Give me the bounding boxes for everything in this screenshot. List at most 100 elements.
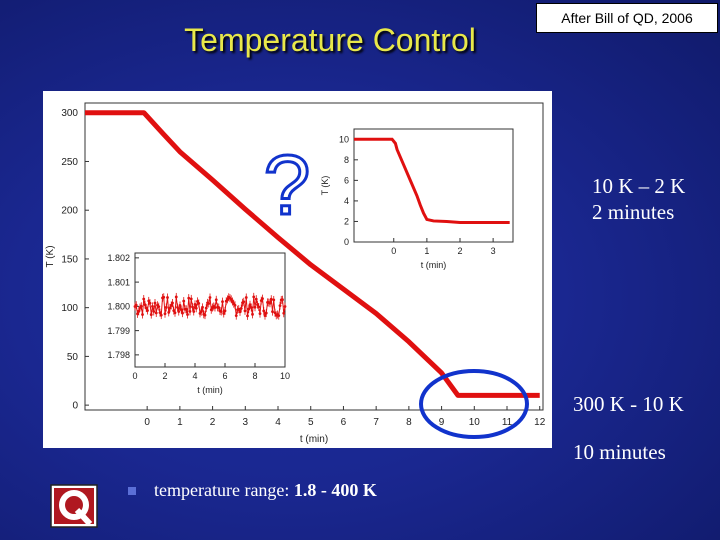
inset-stable-point bbox=[261, 297, 264, 301]
inset-stable-point bbox=[254, 297, 258, 301]
inset-fast-frame bbox=[353, 128, 514, 243]
inset-stable-ytick-label: 1.801 bbox=[107, 277, 130, 287]
main-ytick-label: 150 bbox=[61, 254, 78, 265]
inset-stable-point bbox=[213, 306, 217, 309]
inset-stable-point bbox=[181, 311, 184, 315]
inset-stable-point bbox=[207, 302, 211, 305]
main-ytick-label: 50 bbox=[67, 352, 79, 363]
inset-stable-point bbox=[247, 307, 251, 311]
inset-stable-point bbox=[149, 313, 153, 316]
inset-stable-point bbox=[244, 296, 248, 299]
inset-stable-point bbox=[234, 314, 238, 317]
inset-stable-xtick-label: 10 bbox=[280, 371, 290, 381]
inset-stable-point bbox=[208, 296, 212, 299]
inset-stable-point bbox=[168, 306, 172, 310]
inset-stable-point bbox=[172, 309, 176, 313]
main-xtick-label: 5 bbox=[308, 417, 314, 428]
inset-stable-point bbox=[158, 311, 162, 315]
inset-stable-point bbox=[141, 313, 144, 316]
inset-stable-point bbox=[269, 297, 273, 301]
inset-stable-point bbox=[171, 301, 174, 305]
inset-stable-point bbox=[194, 306, 198, 310]
inset-fast-ytick-label: 2 bbox=[344, 217, 349, 227]
inset-stable-point bbox=[238, 310, 242, 314]
inset-stable-point bbox=[182, 299, 186, 303]
inset-stable-point bbox=[142, 297, 146, 301]
inset-stable-point bbox=[137, 309, 141, 313]
inset-stable-point bbox=[162, 295, 166, 299]
note-slow-cool: 300 K - 10 K 10 minutes bbox=[573, 380, 684, 476]
inset-stable-point bbox=[258, 312, 262, 316]
inset-stable-point bbox=[144, 306, 148, 310]
inset-fast-xtick-label: 0 bbox=[391, 246, 396, 256]
inset-stable-point bbox=[249, 306, 253, 309]
inset-stable-point bbox=[139, 304, 143, 308]
inset-stable-point bbox=[273, 311, 277, 315]
inset-stable-point bbox=[233, 303, 237, 307]
inset-stable-point bbox=[226, 298, 229, 301]
inset-stable-point bbox=[177, 310, 181, 313]
inset-stable-point bbox=[174, 295, 178, 299]
inset-stable-point bbox=[209, 308, 213, 312]
inset-stable-ytick-label: 1.799 bbox=[107, 326, 130, 336]
inset-stable-point bbox=[196, 299, 199, 303]
inset-stable-point bbox=[153, 301, 157, 305]
inset-stable-point bbox=[219, 310, 223, 313]
inset-stable-point bbox=[282, 311, 286, 315]
inset-fast-ytick-label: 0 bbox=[344, 237, 349, 247]
inset-stable-xtick-label: 2 bbox=[162, 371, 167, 381]
inset-stable-point bbox=[229, 297, 233, 301]
bullet-item: temperature range: 1.8 - 400 K bbox=[128, 480, 377, 501]
qd-logo-icon bbox=[50, 484, 98, 528]
inset-stable-point bbox=[166, 296, 169, 299]
inset-stable-point bbox=[159, 313, 163, 317]
inset-stable-point bbox=[252, 295, 256, 299]
inset-stable-xtick-label: 8 bbox=[252, 371, 257, 381]
main-ytick-label: 100 bbox=[61, 303, 78, 314]
inset-stable-point bbox=[231, 300, 234, 303]
inset-stable-point bbox=[191, 305, 194, 309]
inset-stable-point bbox=[151, 304, 154, 308]
inset-stable-point bbox=[163, 312, 167, 316]
inset-stable-point bbox=[164, 306, 168, 309]
inset-fast-ytick-label: 4 bbox=[344, 196, 349, 206]
note-fast-cool-time: 2 minutes bbox=[592, 200, 675, 224]
inset-stable-point bbox=[281, 298, 284, 302]
inset-stable-point bbox=[268, 301, 272, 305]
main-ytick-label: 300 bbox=[61, 108, 78, 119]
inset-stable-point bbox=[256, 303, 259, 307]
inset-stable-xlabel: t (min) bbox=[197, 385, 223, 395]
inset-stable-point bbox=[263, 314, 267, 317]
inset-stable-point bbox=[148, 301, 152, 305]
inset-stable-point bbox=[214, 298, 218, 302]
inset-stable-point bbox=[278, 304, 282, 308]
inset-stable-point bbox=[223, 309, 227, 313]
main-xtick-label: 0 bbox=[144, 417, 150, 428]
main-xlabel: t (min) bbox=[300, 434, 328, 445]
inset-stable-ytick-label: 1.798 bbox=[107, 350, 130, 360]
inset-stable-point bbox=[188, 310, 192, 313]
inset-stable-xtick-label: 6 bbox=[222, 371, 227, 381]
main-xtick-label: 10 bbox=[469, 417, 481, 428]
inset-fast-ytick-label: 8 bbox=[344, 155, 349, 165]
inset-stable-xtick-label: 0 bbox=[132, 371, 137, 381]
main-xtick-label: 8 bbox=[406, 417, 412, 428]
inset-stable-ytick-label: 1.802 bbox=[107, 253, 130, 263]
main-ytick-label: 250 bbox=[61, 157, 78, 168]
inset-fast-xlabel: t (min) bbox=[421, 260, 447, 270]
inset-fast-ytick-label: 6 bbox=[344, 176, 349, 186]
inset-stable-point bbox=[257, 305, 261, 309]
inset-stable-point bbox=[217, 306, 221, 309]
inset-stable-point bbox=[189, 297, 193, 301]
note-slow-cool-time: 10 minutes bbox=[573, 440, 666, 464]
inset-stable-point bbox=[203, 313, 207, 317]
bullet-prefix: temperature range: bbox=[154, 480, 294, 500]
inset-stable-point bbox=[201, 305, 204, 309]
inset-stable-point bbox=[264, 311, 268, 315]
inset-stable-point bbox=[184, 307, 188, 311]
inset-stable-point bbox=[239, 307, 243, 310]
inset-stable-point bbox=[147, 299, 151, 303]
inset-stable-point bbox=[157, 305, 161, 309]
inset-stable-point bbox=[152, 310, 156, 313]
inset-fast-xtick-label: 1 bbox=[424, 246, 429, 256]
